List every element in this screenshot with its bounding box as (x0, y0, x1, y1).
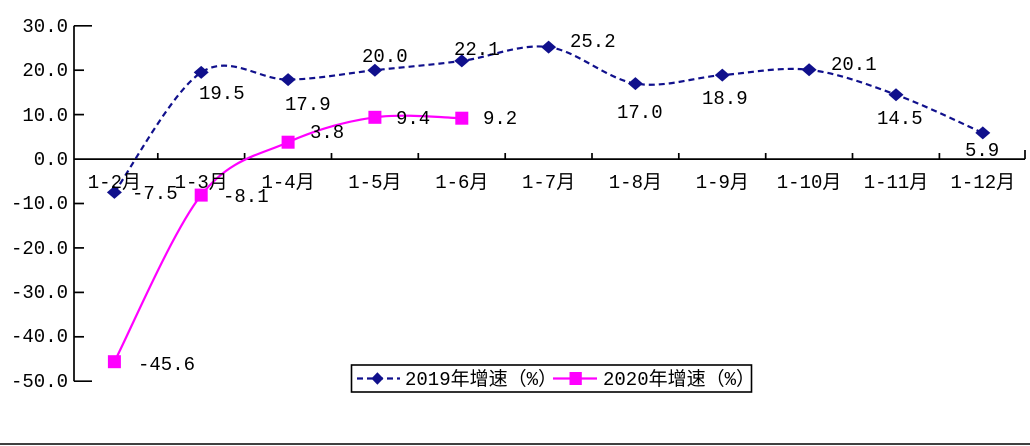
svg-text:1-9月: 1-9月 (696, 172, 749, 194)
svg-text:2019年增速（%）: 2019年增速（%） (405, 368, 557, 391)
svg-text:1-10月: 1-10月 (777, 172, 842, 194)
svg-text:20.1: 20.1 (831, 54, 877, 76)
svg-text:17.0: 17.0 (617, 102, 663, 124)
svg-text:1-7月: 1-7月 (522, 172, 575, 194)
svg-text:-40.0: -40.0 (11, 326, 68, 348)
svg-text:20.0: 20.0 (362, 46, 408, 68)
svg-text:30.0: 30.0 (22, 16, 68, 38)
svg-text:5.9: 5.9 (965, 140, 999, 162)
svg-text:19.5: 19.5 (199, 83, 245, 105)
svg-text:-50.0: -50.0 (11, 371, 68, 393)
svg-text:-45.6: -45.6 (138, 354, 195, 376)
svg-text:20.0: 20.0 (22, 60, 68, 82)
svg-text:9.2: 9.2 (483, 108, 517, 130)
svg-text:1-11月: 1-11月 (864, 172, 929, 194)
svg-text:-10.0: -10.0 (11, 193, 68, 215)
svg-text:-20.0: -20.0 (11, 238, 68, 260)
svg-text:25.2: 25.2 (570, 31, 616, 53)
svg-text:10.0: 10.0 (22, 105, 68, 127)
svg-text:1-2月: 1-2月 (88, 172, 141, 194)
svg-text:17.9: 17.9 (285, 94, 331, 116)
svg-text:18.9: 18.9 (702, 88, 748, 110)
svg-text:22.1: 22.1 (454, 39, 500, 61)
svg-text:1-4月: 1-4月 (261, 172, 314, 194)
svg-text:1-6月: 1-6月 (435, 172, 488, 194)
svg-text:0.0: 0.0 (34, 149, 68, 171)
svg-text:2020年增速（%）: 2020年增速（%） (603, 368, 755, 391)
svg-text:3.8: 3.8 (310, 122, 344, 144)
svg-text:1-3月: 1-3月 (175, 172, 228, 194)
svg-text:-30.0: -30.0 (11, 282, 68, 304)
svg-text:1-5月: 1-5月 (348, 172, 401, 194)
svg-text:14.5: 14.5 (877, 108, 923, 130)
svg-text:9.4: 9.4 (396, 108, 430, 130)
svg-text:1-12月: 1-12月 (950, 172, 1015, 194)
svg-text:1-8月: 1-8月 (609, 172, 662, 194)
